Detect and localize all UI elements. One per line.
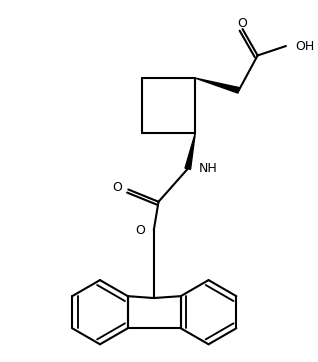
Text: O: O [112,181,122,194]
Text: O: O [238,17,247,30]
Polygon shape [185,133,195,169]
Text: O: O [135,224,145,237]
Text: NH: NH [199,162,218,175]
Text: OH: OH [295,39,315,52]
Polygon shape [195,78,239,93]
